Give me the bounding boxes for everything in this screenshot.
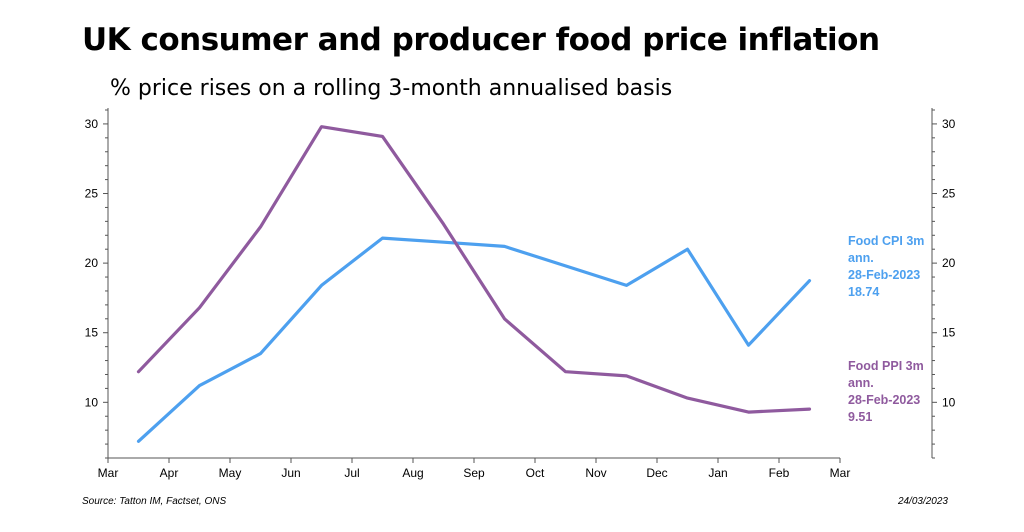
- y-tick-label-right: 30: [942, 117, 956, 131]
- series-label-food-ppi: Food PPI 3m ann. 28-Feb-2023 9.51: [848, 359, 924, 424]
- y-tick-label-left: 15: [85, 326, 99, 340]
- x-tick-label: Dec: [646, 466, 667, 480]
- series-label-line: 28-Feb-2023: [848, 268, 920, 282]
- x-tick-label: Jun: [281, 466, 300, 480]
- y-tick-label-right: 10: [942, 395, 956, 409]
- x-tick-label: Feb: [769, 466, 790, 480]
- series-labels: Food CPI 3m ann. 28-Feb-2023 18.74 Food PPI …: [848, 234, 924, 424]
- y-tick-label-left: 10: [85, 395, 99, 409]
- source-note: Source: Tatton IM, Factset, ONS: [82, 496, 227, 507]
- chart-series: [136, 125, 812, 443]
- series-label-line: Food CPI 3m: [848, 234, 924, 248]
- x-tick-label: Oct: [526, 466, 545, 480]
- x-tick-label: Mar: [830, 466, 851, 480]
- chart-title: UK consumer and producer food price infl…: [82, 22, 880, 58]
- x-tick-label: Aug: [402, 466, 423, 480]
- y-tick-label-right: 25: [942, 187, 956, 201]
- series-label-line: ann.: [848, 251, 874, 265]
- series-label-line: ann.: [848, 376, 874, 390]
- y-tick-label-left: 30: [85, 117, 99, 131]
- series-line-food-ppi: [136, 125, 812, 414]
- y-tick-label-right: 15: [942, 326, 956, 340]
- y-tick-label-right: 20: [942, 256, 956, 270]
- publish-date: 24/03/2023: [897, 496, 948, 507]
- x-tick-label: Jul: [344, 466, 359, 480]
- x-tick-label: Mar: [98, 466, 119, 480]
- series-label-line: 18.74: [848, 285, 879, 299]
- chart-subtitle: % price rises on a rolling 3-month annua…: [110, 76, 673, 101]
- x-tick-label: Sep: [463, 466, 485, 480]
- series-label-line: 28-Feb-2023: [848, 393, 920, 407]
- series-label-line: 9.51: [848, 410, 872, 424]
- y-tick-label-left: 20: [85, 256, 99, 270]
- x-tick-label: Jan: [708, 466, 727, 480]
- x-tick-label: May: [219, 466, 242, 480]
- x-tick-label: Nov: [585, 466, 606, 480]
- series-line-food-cpi: [136, 236, 812, 443]
- y-tick-label-left: 25: [85, 187, 99, 201]
- series-label-line: Food PPI 3m: [848, 359, 924, 373]
- x-tick-label: Apr: [160, 466, 179, 480]
- series-label-food-cpi: Food CPI 3m ann. 28-Feb-2023 18.74: [848, 234, 924, 299]
- chart-axes: 10 10 15 15 20 20 25 25 30 30 Mar Apr May Jun Jul Aug Se…: [85, 108, 956, 480]
